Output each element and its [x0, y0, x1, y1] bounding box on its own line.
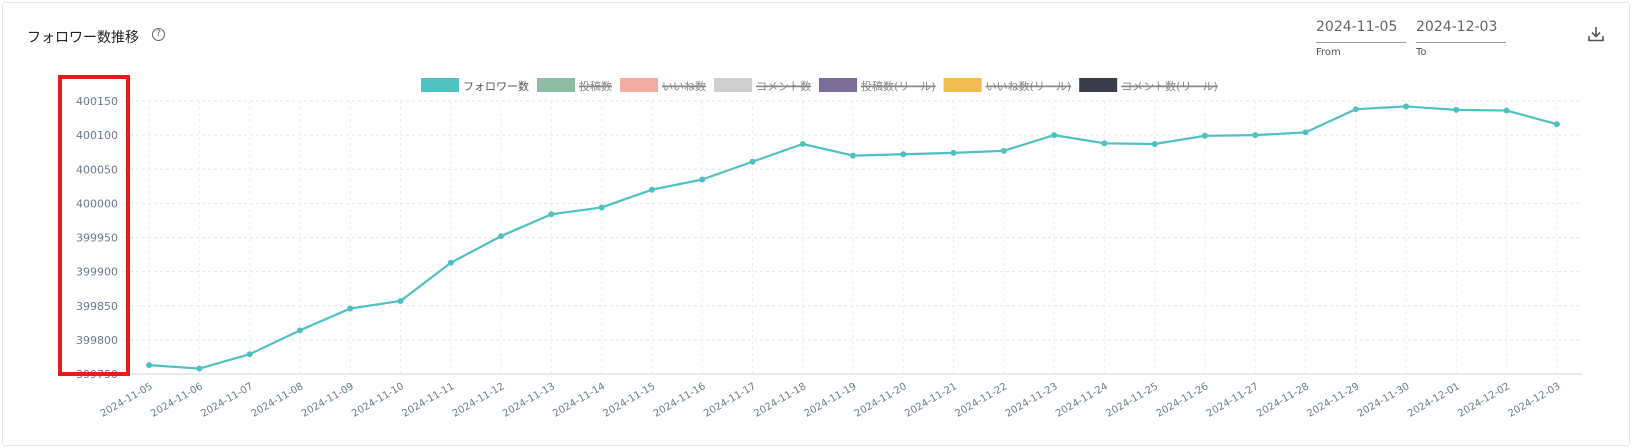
x-tick-label: 2024-11-05: [99, 381, 155, 420]
data-point: [1051, 132, 1058, 139]
chart-title: フォロワー数推移: [27, 30, 139, 46]
x-tick-label: 2024-12-02: [1456, 381, 1512, 420]
legend-label: フォロワー数: [463, 80, 529, 93]
data-point: [246, 351, 253, 358]
data-point: [1352, 106, 1359, 113]
question-circle-icon[interactable]: ?: [152, 28, 165, 41]
data-point: [196, 365, 203, 372]
data-point: [1453, 106, 1460, 113]
x-tick-label: 2024-11-09: [300, 381, 356, 420]
from-date-value[interactable]: 2024-11-05: [1316, 18, 1406, 43]
legend-swatch: [537, 78, 575, 92]
x-tick-label: 2024-11-23: [1004, 381, 1060, 420]
to-date-value[interactable]: 2024-12-03: [1416, 18, 1506, 43]
y-tick-label: 399800: [76, 334, 118, 347]
x-tick-label: 2024-11-29: [1305, 381, 1361, 420]
x-tick-label: 2024-11-14: [551, 381, 607, 420]
legend-swatch: [714, 78, 752, 92]
data-point: [1252, 132, 1259, 139]
x-tick-label: 2024-11-15: [602, 381, 658, 420]
data-point: [1553, 121, 1560, 128]
y-axis-highlight-box: [58, 75, 130, 376]
x-tick-label: 2024-11-18: [752, 381, 808, 420]
y-tick-label: 400000: [76, 197, 118, 210]
y-tick-label: 400150: [76, 95, 118, 108]
data-point: [347, 305, 354, 312]
from-date-label: From: [1316, 47, 1341, 58]
x-tick-label: 2024-11-17: [702, 381, 758, 420]
to-date-label: To: [1416, 47, 1427, 58]
data-point: [648, 186, 655, 193]
data-point: [447, 259, 454, 266]
data-point: [1403, 103, 1410, 110]
data-point: [146, 362, 153, 369]
data-point: [1000, 147, 1007, 154]
data-point: [749, 158, 756, 165]
x-tick-label: 2024-11-21: [903, 381, 959, 420]
x-tick-label: 2024-11-07: [199, 381, 255, 420]
y-tick-label: 399900: [76, 266, 118, 279]
y-tick-label: 400100: [76, 129, 118, 142]
x-tick-label: 2024-11-27: [1205, 381, 1261, 420]
y-tick-label: 399850: [76, 300, 118, 313]
x-tick-label: 2024-11-08: [250, 381, 306, 420]
data-point: [397, 297, 404, 304]
x-tick-label: 2024-12-03: [1507, 381, 1563, 420]
download-icon[interactable]: [1587, 25, 1605, 43]
x-tick-label: 2024-11-30: [1356, 381, 1412, 420]
data-point: [1302, 129, 1309, 136]
legend-swatch: [819, 78, 857, 92]
x-tick-label: 2024-11-22: [953, 381, 1009, 420]
x-tick-label: 2024-11-16: [652, 381, 708, 420]
data-point: [799, 140, 806, 147]
data-point: [1101, 140, 1108, 147]
data-point: [699, 176, 706, 183]
legend-swatch: [943, 78, 982, 92]
legend-swatch: [620, 78, 658, 92]
x-tick-label: 2024-11-25: [1104, 381, 1160, 420]
x-tick-label: 2024-11-12: [451, 381, 507, 420]
x-tick-label: 2024-11-10: [350, 381, 406, 420]
data-point: [850, 152, 856, 159]
data-point: [1151, 140, 1158, 147]
data-point: [1503, 107, 1510, 114]
y-tick-label: 400050: [76, 163, 118, 176]
x-tick-label: 2024-11-11: [400, 381, 456, 420]
data-point: [598, 204, 605, 211]
x-tick-label: 2024-11-19: [803, 381, 859, 420]
x-tick-label: 2024-11-26: [1155, 381, 1211, 420]
from-date-field[interactable]: 2024-11-05 From: [1316, 18, 1406, 58]
y-tick-label: 399950: [76, 232, 118, 245]
to-date-field[interactable]: 2024-12-03 To: [1416, 18, 1506, 58]
x-tick-label: 2024-11-28: [1255, 381, 1311, 420]
data-point: [548, 211, 555, 218]
x-tick-label: 2024-12-01: [1406, 381, 1462, 420]
x-tick-label: 2024-11-24: [1054, 381, 1110, 420]
data-point: [498, 233, 505, 240]
x-tick-label: 2024-11-06: [149, 381, 205, 420]
legend-swatch: [1079, 78, 1118, 92]
data-point: [900, 151, 907, 158]
x-tick-label: 2024-11-13: [501, 381, 557, 420]
data-point: [296, 327, 303, 334]
legend-swatch: [421, 78, 459, 92]
data-point: [1201, 132, 1208, 139]
x-tick-label: 2024-11-20: [853, 381, 909, 420]
data-point: [950, 149, 957, 156]
